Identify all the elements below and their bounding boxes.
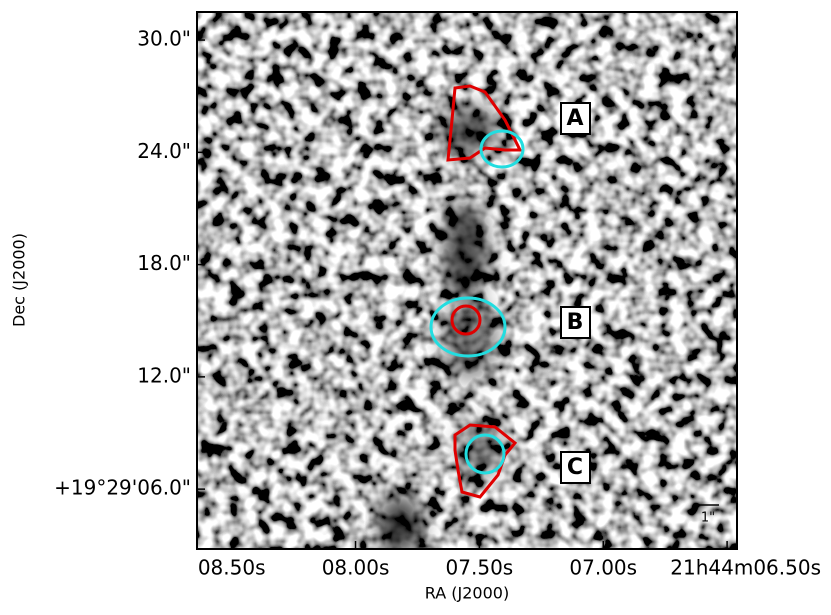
x-axis-label: RA (J2000) [425, 584, 509, 603]
blob [443, 200, 487, 300]
plot-frame [196, 11, 738, 550]
label-b: B [567, 310, 584, 335]
contour-a [446, 84, 523, 162]
circle-a [479, 129, 525, 169]
x-tick-label: 07.00s [569, 556, 637, 580]
circle-c [464, 433, 506, 475]
labels: A B C [560, 102, 591, 484]
circle-b [429, 296, 507, 358]
label-box [560, 102, 591, 135]
scale-bar-label: 1" [701, 511, 715, 526]
y-axis-label: Dec (J2000) [10, 233, 29, 327]
blob [442, 300, 498, 380]
contours [429, 84, 525, 499]
sky-image [197, 12, 737, 549]
x-tick-label: 08.00s [322, 556, 390, 580]
label-box [560, 451, 591, 484]
contour-b [450, 304, 482, 336]
y-tick-label: 30.0" [137, 27, 191, 51]
label-c: C [567, 455, 583, 480]
label-box [560, 306, 591, 339]
x-tick-label: 08.50s [198, 556, 266, 580]
y-tick-label: 12.0" [137, 363, 191, 387]
blob [378, 495, 422, 549]
x-tick-label: 07.50s [446, 556, 514, 580]
y-tick-label: 18.0" [137, 251, 191, 275]
label-a: A [566, 106, 583, 131]
x-tick-label: 21h44m06.50s [670, 556, 821, 580]
contour-c [453, 423, 518, 499]
y-tick-label: 24.0" [137, 139, 191, 163]
y-tick-label: +19°29'06.0" [54, 476, 191, 500]
blob [440, 105, 500, 155]
dark-emission [378, 105, 502, 549]
